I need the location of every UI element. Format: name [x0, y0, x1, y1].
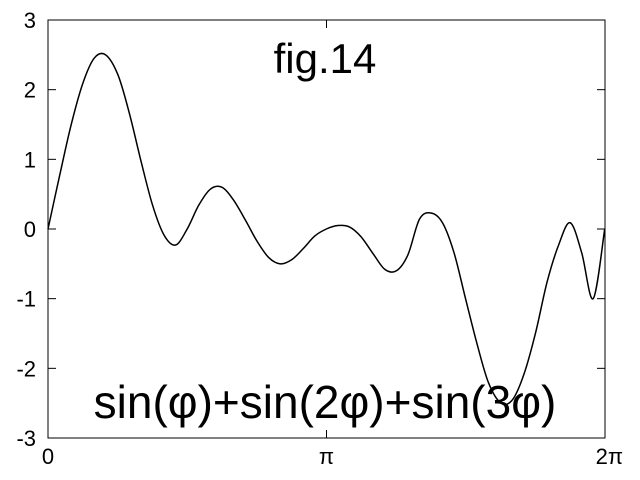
axis-ticks [47, 19, 606, 439]
y-tick-label: -2 [16, 356, 36, 381]
series-line [47, 52, 606, 406]
y-tick-label: -3 [16, 426, 36, 451]
y-tick-label: 1 [24, 147, 36, 172]
formula-annotation: sin(φ)+sin(2φ)+sin(3φ) [94, 376, 557, 428]
chart-title: fig.14 [274, 35, 377, 82]
x-tick-label: 2π [596, 444, 623, 469]
x-tick-label: 0 [42, 444, 54, 469]
y-tick-label: 0 [24, 217, 36, 242]
y-tick-label: 3 [24, 8, 36, 33]
y-tick-label: 2 [24, 78, 36, 103]
x-tick-label: π [319, 444, 334, 469]
y-tick-label: -1 [16, 287, 36, 312]
